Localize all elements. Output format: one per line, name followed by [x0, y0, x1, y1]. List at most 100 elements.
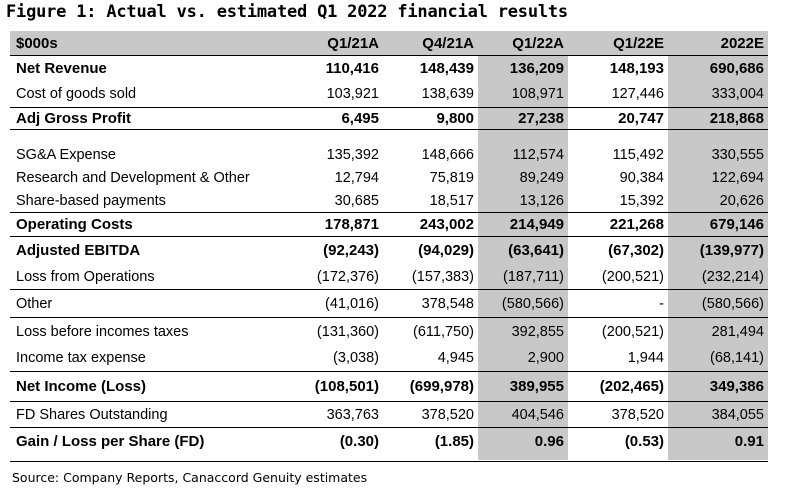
cell-value: 4,945	[383, 345, 478, 372]
cell-value: 89,249	[519, 170, 564, 186]
source-note: Source: Company Reports, Canaccord Genui…	[12, 470, 368, 485]
cell-value: (699,978)	[383, 371, 478, 402]
table-row: Adj Gross Profit 6,495 9,800 27,238 20,7…	[10, 107, 768, 130]
spacer-row	[10, 130, 768, 144]
row-label: Other	[10, 289, 288, 318]
row-label: Loss before incomes taxes	[16, 323, 189, 340]
cell-value: 378,548	[383, 289, 478, 318]
cell-value: (232,214)	[668, 264, 768, 290]
table-row: Net Revenue 110,416 148,439 136,209 148,…	[10, 56, 768, 82]
cell-value: -	[568, 289, 668, 318]
cell-value: (131,360)	[316, 323, 379, 340]
cell-value: 138,639	[421, 86, 474, 103]
cell-value: (200,521)	[568, 264, 668, 290]
row-label: Adj Gross Profit	[10, 107, 288, 130]
cell-value: 103,921	[326, 86, 379, 103]
row-label: Share-based payments	[16, 192, 166, 209]
table-bottom-rule	[10, 461, 768, 462]
cell-value: 148,439	[419, 60, 474, 78]
table-row: SG&A Expense 135,392 148,666 112,574 115…	[10, 144, 768, 167]
header-row: $000s Q1/21A Q4/21A Q1/22A Q1/22E 2022E	[10, 31, 768, 56]
row-label: Gain / Loss per Share (FD)	[10, 427, 288, 456]
cell-value: 110,416	[325, 60, 379, 78]
column-header: $000s	[10, 31, 288, 56]
cell-value: 392,855	[511, 323, 564, 340]
table-row: Loss from Operations (172,376) (157,383)…	[10, 264, 768, 290]
table-row: Cost of goods sold 103,921 138,639 108,9…	[10, 82, 768, 108]
cell-value: 127,446	[611, 86, 664, 103]
cell-value: 389,955	[478, 371, 568, 402]
row-label: FD Shares Outstanding	[16, 406, 168, 423]
cell-value: 75,819	[429, 170, 474, 186]
cell-value: 690,686	[709, 60, 764, 78]
cell-value: 13,126	[519, 192, 564, 209]
cell-value: (3,038)	[288, 345, 383, 372]
column-header: Q1/22E	[568, 31, 668, 56]
row-label: Research and Development & Other	[16, 170, 250, 186]
table-row: FD Shares Outstanding 363,763 378,520 40…	[10, 402, 768, 428]
cell-value: 18,517	[429, 192, 474, 209]
row-label: Loss from Operations	[10, 264, 288, 290]
cell-value: (94,029)	[418, 242, 474, 260]
cell-value: (580,566)	[668, 289, 768, 318]
cell-value: (63,641)	[508, 242, 564, 260]
cell-value: 112,574	[512, 147, 564, 163]
cell-value: 90,384	[619, 170, 664, 186]
table-row: Other (41,016) 378,548 (580,566) - (580,…	[10, 289, 768, 318]
cell-value: 378,520	[611, 406, 664, 423]
column-header: 2022E	[668, 31, 768, 56]
cell-value: 330,555	[711, 147, 764, 163]
cell-value: 2,900	[478, 345, 568, 372]
cell-value: 20,626	[719, 192, 764, 209]
cell-value: (580,566)	[478, 289, 568, 318]
row-label: SG&A Expense	[16, 147, 116, 163]
cell-value: (139,977)	[699, 242, 764, 260]
cell-value: (1.85)	[383, 427, 478, 456]
cell-value: 333,004	[711, 86, 764, 103]
table-row: Loss before incomes taxes (131,360) (611…	[10, 318, 768, 346]
cell-value: 218,868	[668, 107, 768, 130]
cell-value: (108,501)	[288, 371, 383, 402]
cell-value: 1,944	[568, 345, 668, 372]
cell-value: 221,268	[568, 212, 668, 237]
cell-value: 136,209	[509, 60, 564, 78]
row-label: Adjusted EBITDA	[16, 242, 141, 260]
financial-results-table: $000s Q1/21A Q4/21A Q1/22A Q1/22E 2022E …	[10, 31, 768, 456]
table-row: Adjusted EBITDA (92,243) (94,029) (63,64…	[10, 237, 768, 265]
cell-value: (202,465)	[568, 371, 668, 402]
cell-value: 243,002	[383, 212, 478, 237]
cell-value: 9,800	[383, 107, 478, 130]
cell-value: 6,495	[288, 107, 383, 130]
cell-value: 349,386	[668, 371, 768, 402]
row-label: Net Income (Loss)	[10, 371, 288, 402]
cell-value: 363,763	[326, 406, 379, 423]
cell-value: 214,949	[478, 212, 568, 237]
cell-value: 679,146	[668, 212, 768, 237]
cell-value: 108,971	[511, 86, 564, 103]
cell-value: (172,376)	[288, 264, 383, 290]
cell-value: 122,694	[711, 170, 764, 186]
cell-value: 148,193	[609, 60, 664, 78]
cell-value: 148,666	[421, 147, 474, 163]
figure-title: Figure 1: Actual vs. estimated Q1 2022 f…	[6, 2, 568, 22]
cell-value: 0.91	[668, 427, 768, 456]
column-header: Q4/21A	[383, 31, 478, 56]
cell-value: 281,494	[711, 323, 764, 340]
column-header: Q1/22A	[478, 31, 568, 56]
row-label: Income tax expense	[10, 345, 288, 372]
cell-value: (92,243)	[323, 242, 379, 260]
cell-value: 30,685	[334, 192, 379, 209]
cell-value: 15,392	[619, 192, 664, 209]
table-row: Gain / Loss per Share (FD) (0.30) (1.85)…	[10, 427, 768, 456]
table-row: Research and Development & Other 12,794 …	[10, 167, 768, 190]
table-row: Net Income (Loss) (108,501) (699,978) 38…	[10, 371, 768, 402]
cell-value: (0.53)	[568, 427, 668, 456]
cell-value: 20,747	[568, 107, 668, 130]
cell-value: (200,521)	[601, 323, 664, 340]
cell-value: (611,750)	[413, 323, 474, 340]
cell-value: 115,492	[612, 147, 664, 163]
row-label: Operating Costs	[10, 212, 288, 237]
cell-value: (0.30)	[288, 427, 383, 456]
cell-value: 384,055	[711, 406, 764, 423]
cell-value: 404,546	[511, 406, 564, 423]
